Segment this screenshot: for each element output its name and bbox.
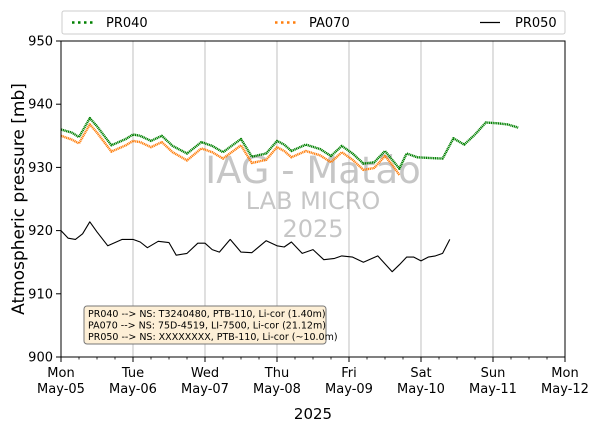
watermark-line-2: LAB MICRO xyxy=(246,187,381,215)
y-tick-label-930: 930 xyxy=(28,161,53,176)
watermark: IAG - Matão LAB MICRO 2025 xyxy=(205,149,421,243)
y-tick-label-900: 900 xyxy=(28,351,53,366)
x-tick-date-6: May-11 xyxy=(469,382,517,397)
legend-label-pr050: PR050 xyxy=(515,16,557,31)
legend-label-pa070: PA070 xyxy=(309,16,350,31)
x-tick-date-4: May-09 xyxy=(325,382,373,397)
plot-area: 900910920930940950MonMay-05TueMay-06WedM… xyxy=(28,35,589,398)
x-tick-day-4: Fri xyxy=(341,366,357,381)
legend-label-pr040: PR040 xyxy=(106,16,148,31)
series-line-pa070 xyxy=(60,123,401,176)
x-tick-day-6: Sun xyxy=(481,366,506,381)
x-tick-date-0: May-05 xyxy=(37,382,85,397)
x-tick-day-3: Thu xyxy=(264,366,289,381)
x-tick-date-5: May-10 xyxy=(397,382,445,397)
info-box: PR040 --> NS: T3240480, PTB-110, Li-cor … xyxy=(83,305,338,345)
info-line-1: PR040 --> NS: T3240480, PTB-110, Li-cor … xyxy=(88,309,326,320)
x-tick-day-0: Mon xyxy=(47,366,74,381)
x-tick-day-7: Mon xyxy=(551,366,578,381)
y-tick-label-950: 950 xyxy=(28,35,53,50)
info-line-2: PA070 --> NS: 75D-4519, LI-7500, Li-cor … xyxy=(88,321,326,332)
x-tick-date-3: May-08 xyxy=(253,382,301,397)
x-tick-date-2: May-07 xyxy=(181,382,229,397)
info-box-frame xyxy=(83,305,327,345)
watermark-line-3: 2025 xyxy=(282,215,343,243)
legend-frame xyxy=(61,10,566,35)
y-tick-label-920: 920 xyxy=(28,224,53,239)
info-line-3: PR050 --> NS: XXXXXXXX, PTB-110, Li-cor … xyxy=(88,332,338,343)
x-axis-title: 2025 xyxy=(294,405,332,423)
legend: PR040 PA070 PR050 xyxy=(61,10,566,35)
series-line-pr040 xyxy=(60,116,519,170)
x-tick-day-2: Wed xyxy=(191,366,219,381)
y-tick-label-940: 940 xyxy=(28,98,53,113)
x-tick-day-5: Sat xyxy=(410,366,431,381)
x-tick-date-1: May-06 xyxy=(109,382,157,397)
y-axis-title: Atmospheric pressure [mb] xyxy=(9,83,29,315)
x-tick-day-1: Tue xyxy=(121,366,144,381)
y-tick-label-910: 910 xyxy=(28,287,53,302)
x-tick-date-7: May-12 xyxy=(541,382,589,397)
series-line-pr050 xyxy=(60,221,451,273)
